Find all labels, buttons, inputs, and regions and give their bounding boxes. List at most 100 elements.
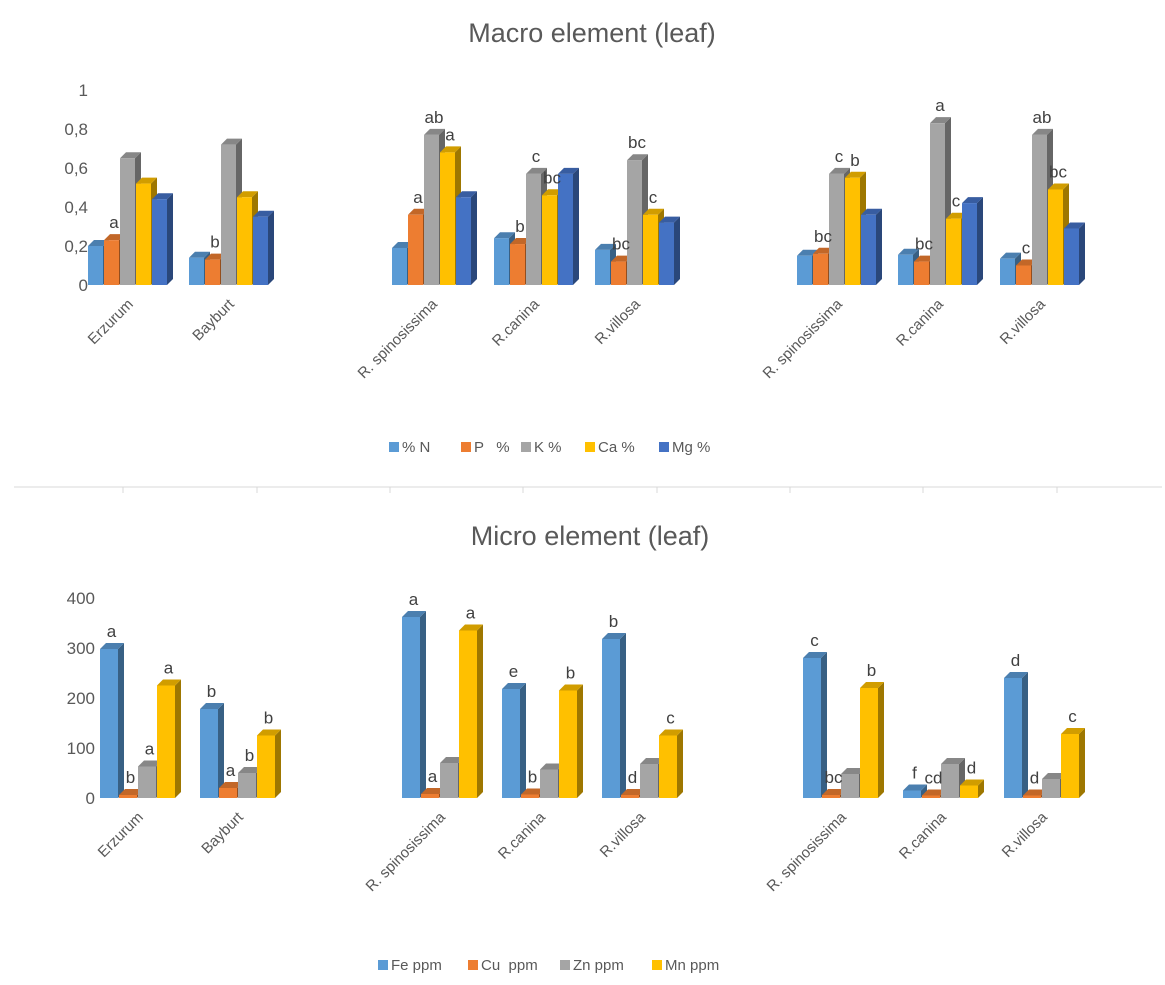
data-label: c [952,192,961,211]
legend-item: % N [389,439,430,456]
data-label: d [628,768,637,787]
chart-title: Micro element (leaf) [471,521,710,551]
data-label: bc [1049,162,1067,181]
data-label: b [528,768,537,787]
legend-item: P % [461,439,510,456]
x-tick-label: R.canina [489,295,543,349]
bar [860,682,884,798]
y-tick-label: 0,6 [64,159,88,178]
y-tick-label: 0,8 [64,120,88,139]
data-label: a [109,213,119,232]
legend: % N P % K % Ca % Mg % [389,439,710,456]
legend-swatch [378,960,388,970]
data-label: b [850,151,859,170]
data-label: ab [425,108,444,127]
bar [157,679,181,798]
data-label: ab [1033,108,1052,127]
y-tick-label: 300 [67,639,95,658]
chart-1: Macro element (leaf)00,20,40,60,81abaaba… [64,18,1085,456]
data-label: b [245,746,254,765]
bar [659,729,683,798]
data-label: a [413,188,423,207]
legend-label: Mg % [672,439,710,456]
bar [861,208,882,285]
data-label: c [835,147,844,166]
bar [257,729,281,798]
legend-label: Ca % [598,439,635,456]
legend-label: Fe ppm [391,957,442,974]
bar [960,779,984,798]
data-label: a [107,622,117,641]
data-label: b [515,217,524,236]
data-label: b [566,664,575,683]
bar [152,193,173,285]
data-label: bc [612,235,630,254]
data-label: b [210,233,219,252]
x-tick-label: R.canina [495,808,549,862]
data-label: d [1011,651,1020,670]
x-tick-label: Erzurum [85,296,137,348]
data-label: c [649,188,658,207]
legend-swatch [389,442,399,452]
x-tick-labels: Erzurum Bayburt R. spinosissima R.canina R.v… [95,808,1052,895]
y-tick-label: 0,4 [64,198,88,217]
data-label: b [126,768,135,787]
bar [502,683,526,798]
data-label: a [428,767,438,786]
legend-item: Fe ppm [378,957,442,974]
bars [88,117,1085,286]
data-label: c [1022,239,1031,258]
legend-swatch [585,442,595,452]
data-label: a [935,96,945,115]
data-label: a [145,740,155,759]
x-tick-label: R.canina [893,295,947,349]
legend-label: Zn ppm [573,957,624,974]
x-tick-label: R.canina [896,808,950,862]
legend-item: Ca % [585,439,635,456]
x-tick-label: R.villosa [597,808,650,861]
data-label: bc [543,168,561,187]
legend-swatch [560,960,570,970]
legend: Fe ppm Cu ppm Zn ppm Mn ppm [378,957,719,974]
legend-swatch [468,960,478,970]
bar [962,197,983,285]
x-tick-label: Erzurum [95,809,147,861]
legend-swatch [652,960,662,970]
bar [602,633,626,798]
bar [558,167,579,285]
x-tick-label: R. spinosissima [760,295,847,382]
bar [402,611,426,798]
y-tick-label: 0,2 [64,237,88,256]
x-tick-label: R.villosa [999,808,1052,861]
legend-item: Zn ppm [560,957,624,974]
legend-label: K % [534,439,562,456]
y-tick-label: 1 [79,81,88,100]
bar [659,216,680,285]
y-tick-label: 400 [67,589,95,608]
chart-2: Micro element (leaf)0100200300400abaabab… [67,521,1085,974]
data-label: a [466,604,476,623]
bar [803,652,827,798]
data-label: bc [825,768,843,787]
x-tick-label: R. spinosissima [355,295,442,382]
y-tick-label: 200 [67,689,95,708]
data-label: b [609,612,618,631]
legend-item: Mn ppm [652,957,719,974]
bar [559,684,583,798]
y-tick-label: 0 [79,276,88,295]
data-label: a [226,761,236,780]
data-label: bc [814,227,832,246]
chart-title: Macro element (leaf) [468,18,716,48]
y-tick-label: 0 [86,789,95,808]
bars [100,611,1085,798]
data-label: a [445,125,455,144]
data-label: c [1068,707,1077,726]
legend-item: Mg % [659,439,710,456]
legend-label: % N [402,439,430,456]
x-tick-label: Bayburt [198,808,247,857]
data-label: e [509,662,518,681]
x-tick-label: Bayburt [189,295,238,344]
legend-swatch [461,442,471,452]
